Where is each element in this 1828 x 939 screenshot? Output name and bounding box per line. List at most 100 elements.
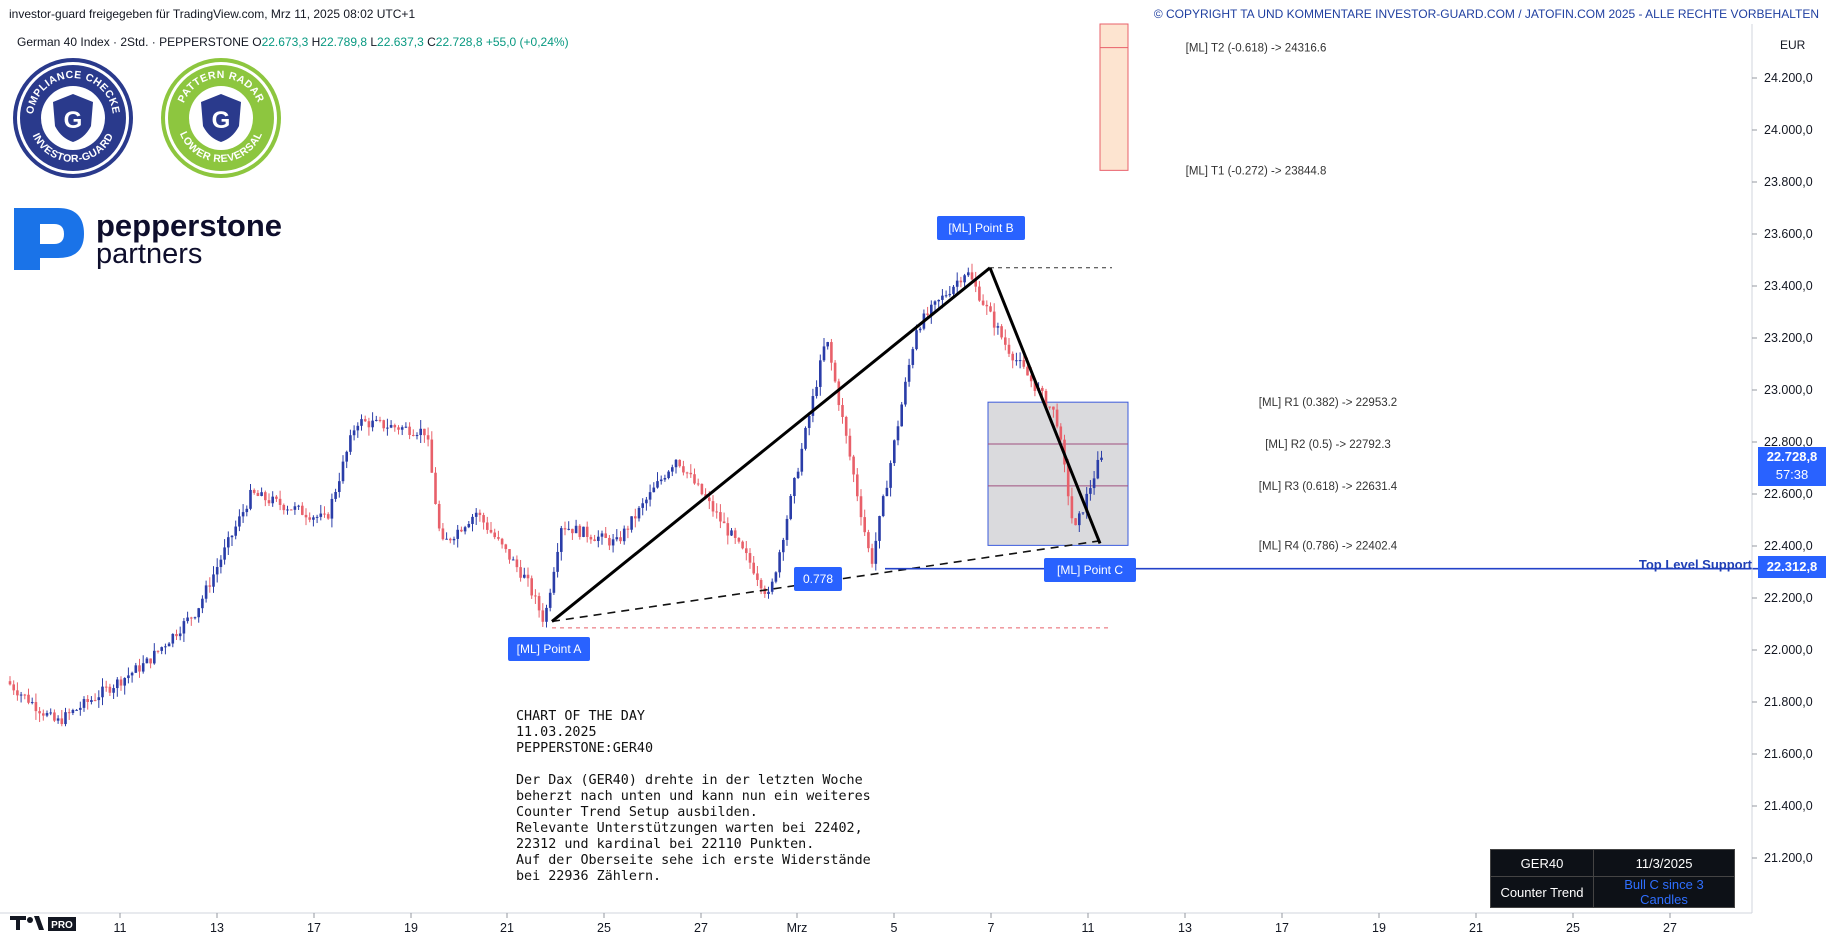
candle-body — [1026, 366, 1029, 376]
candle-body — [352, 430, 356, 436]
time-tick-label: 7 — [988, 921, 995, 935]
candle-body — [1092, 478, 1096, 489]
candle-body — [685, 472, 689, 474]
candle-body — [171, 633, 175, 644]
candle-body — [334, 491, 337, 499]
level-label: [ML] T2 (-0.618) -> 24316.6 — [1186, 43, 1327, 55]
candle-body — [419, 428, 422, 436]
candle-body — [1015, 360, 1018, 362]
candle-body — [763, 588, 767, 594]
candle-body — [567, 528, 570, 530]
candle-body — [745, 548, 748, 554]
copyright-text: © COPYRIGHT TA UND KOMMENTARE INVESTOR-G… — [1153, 7, 1819, 21]
candle-body — [582, 526, 585, 537]
candle-body — [537, 596, 541, 611]
price-tick-label: 23.600,0 — [1764, 227, 1813, 241]
candle-body — [770, 581, 774, 592]
commentary-line: CHART OF THE DAY — [516, 709, 645, 724]
candle-body — [190, 617, 193, 619]
candle-body — [30, 702, 34, 704]
candle-body — [267, 500, 271, 504]
candle-body — [774, 572, 778, 582]
candle-body — [504, 544, 508, 550]
price-tick-label: 24.000,0 — [1764, 123, 1813, 137]
point-c-label-bg — [1044, 558, 1136, 582]
candle-body — [656, 481, 659, 488]
candle-body — [212, 574, 215, 587]
time-tick-label: 27 — [1663, 921, 1677, 935]
candle-body — [848, 435, 852, 457]
candle-body — [282, 504, 286, 511]
tradingview-logo[interactable]: PRO — [8, 912, 76, 934]
candle-body — [889, 463, 892, 488]
candle-body — [326, 514, 330, 519]
open-label: O — [252, 35, 262, 49]
candle-body — [719, 512, 722, 522]
candle-body — [371, 420, 374, 428]
commentary-line: 22312 und kardinal bei 22110 Punkten. — [516, 837, 815, 852]
candle-body — [49, 712, 52, 714]
candle-body — [604, 533, 607, 538]
candle-body — [90, 700, 93, 702]
candle-body — [970, 272, 974, 280]
candle-body — [53, 712, 56, 721]
candle-body — [1004, 337, 1007, 345]
candle-body — [800, 448, 804, 472]
candle-body — [1011, 353, 1014, 361]
candle-body — [526, 574, 530, 579]
candle-body — [885, 487, 889, 497]
candle-body — [722, 521, 726, 524]
candle-body — [341, 461, 345, 482]
candle-body — [186, 617, 189, 622]
candle-body — [360, 419, 363, 426]
time-tick-label: 25 — [1566, 921, 1580, 935]
candle-body — [941, 295, 944, 300]
candle-body — [930, 304, 933, 315]
candle-body — [271, 496, 274, 504]
candle-body — [967, 272, 970, 276]
candle-body — [60, 718, 64, 725]
support-price-tag: 22.312,8 — [1758, 556, 1826, 578]
candle-body — [900, 404, 903, 427]
candle-body — [863, 517, 866, 533]
candle-body — [981, 300, 985, 305]
commentary-line: Der Dax (GER40) drehte in der letzten Wo… — [516, 773, 863, 788]
candle-body — [130, 672, 134, 676]
target-zone — [1099, 23, 1129, 171]
high-label: H — [311, 35, 321, 49]
candle-body — [556, 551, 559, 572]
candle-body — [622, 528, 626, 542]
candle-body — [811, 396, 815, 416]
candle-body — [974, 279, 977, 287]
candle-body — [852, 456, 855, 475]
chart-commentary: CHART OF THE DAY 11.03.2025 PEPPERSTONE:GE… — [516, 709, 871, 885]
time-tick-label: 13 — [1178, 921, 1192, 935]
shared-by-text: investor-guard freigegeben für TradingVi… — [9, 7, 416, 21]
logo-word-partners: partners — [96, 238, 203, 270]
candle-body — [149, 658, 152, 664]
candle-body — [430, 439, 434, 473]
price-tick-label: 23.800,0 — [1764, 175, 1813, 189]
candle-body — [1059, 426, 1063, 440]
candle-body — [563, 528, 567, 530]
candle-body — [878, 516, 881, 541]
candle-body — [700, 483, 704, 495]
price-tick-label: 22.800,0 — [1764, 435, 1813, 449]
candle-body — [123, 678, 126, 686]
candle-body — [833, 362, 837, 382]
candle-body — [234, 526, 237, 536]
candle-body — [141, 663, 145, 672]
candle-body — [463, 527, 467, 532]
candle-body — [841, 405, 844, 417]
commentary-line: beherzt nach unten und kann nun ein weit… — [516, 789, 871, 804]
candle-body — [534, 595, 537, 597]
candle-body — [733, 530, 737, 538]
bc-leg — [988, 267, 1102, 544]
time-tick-label: 11 — [114, 921, 127, 935]
price-tick-label: 22.200,0 — [1764, 591, 1813, 605]
time-tick-label: 27 — [694, 921, 708, 935]
candle-body — [27, 694, 30, 703]
candle-body — [153, 650, 156, 664]
candle-body — [678, 459, 681, 467]
